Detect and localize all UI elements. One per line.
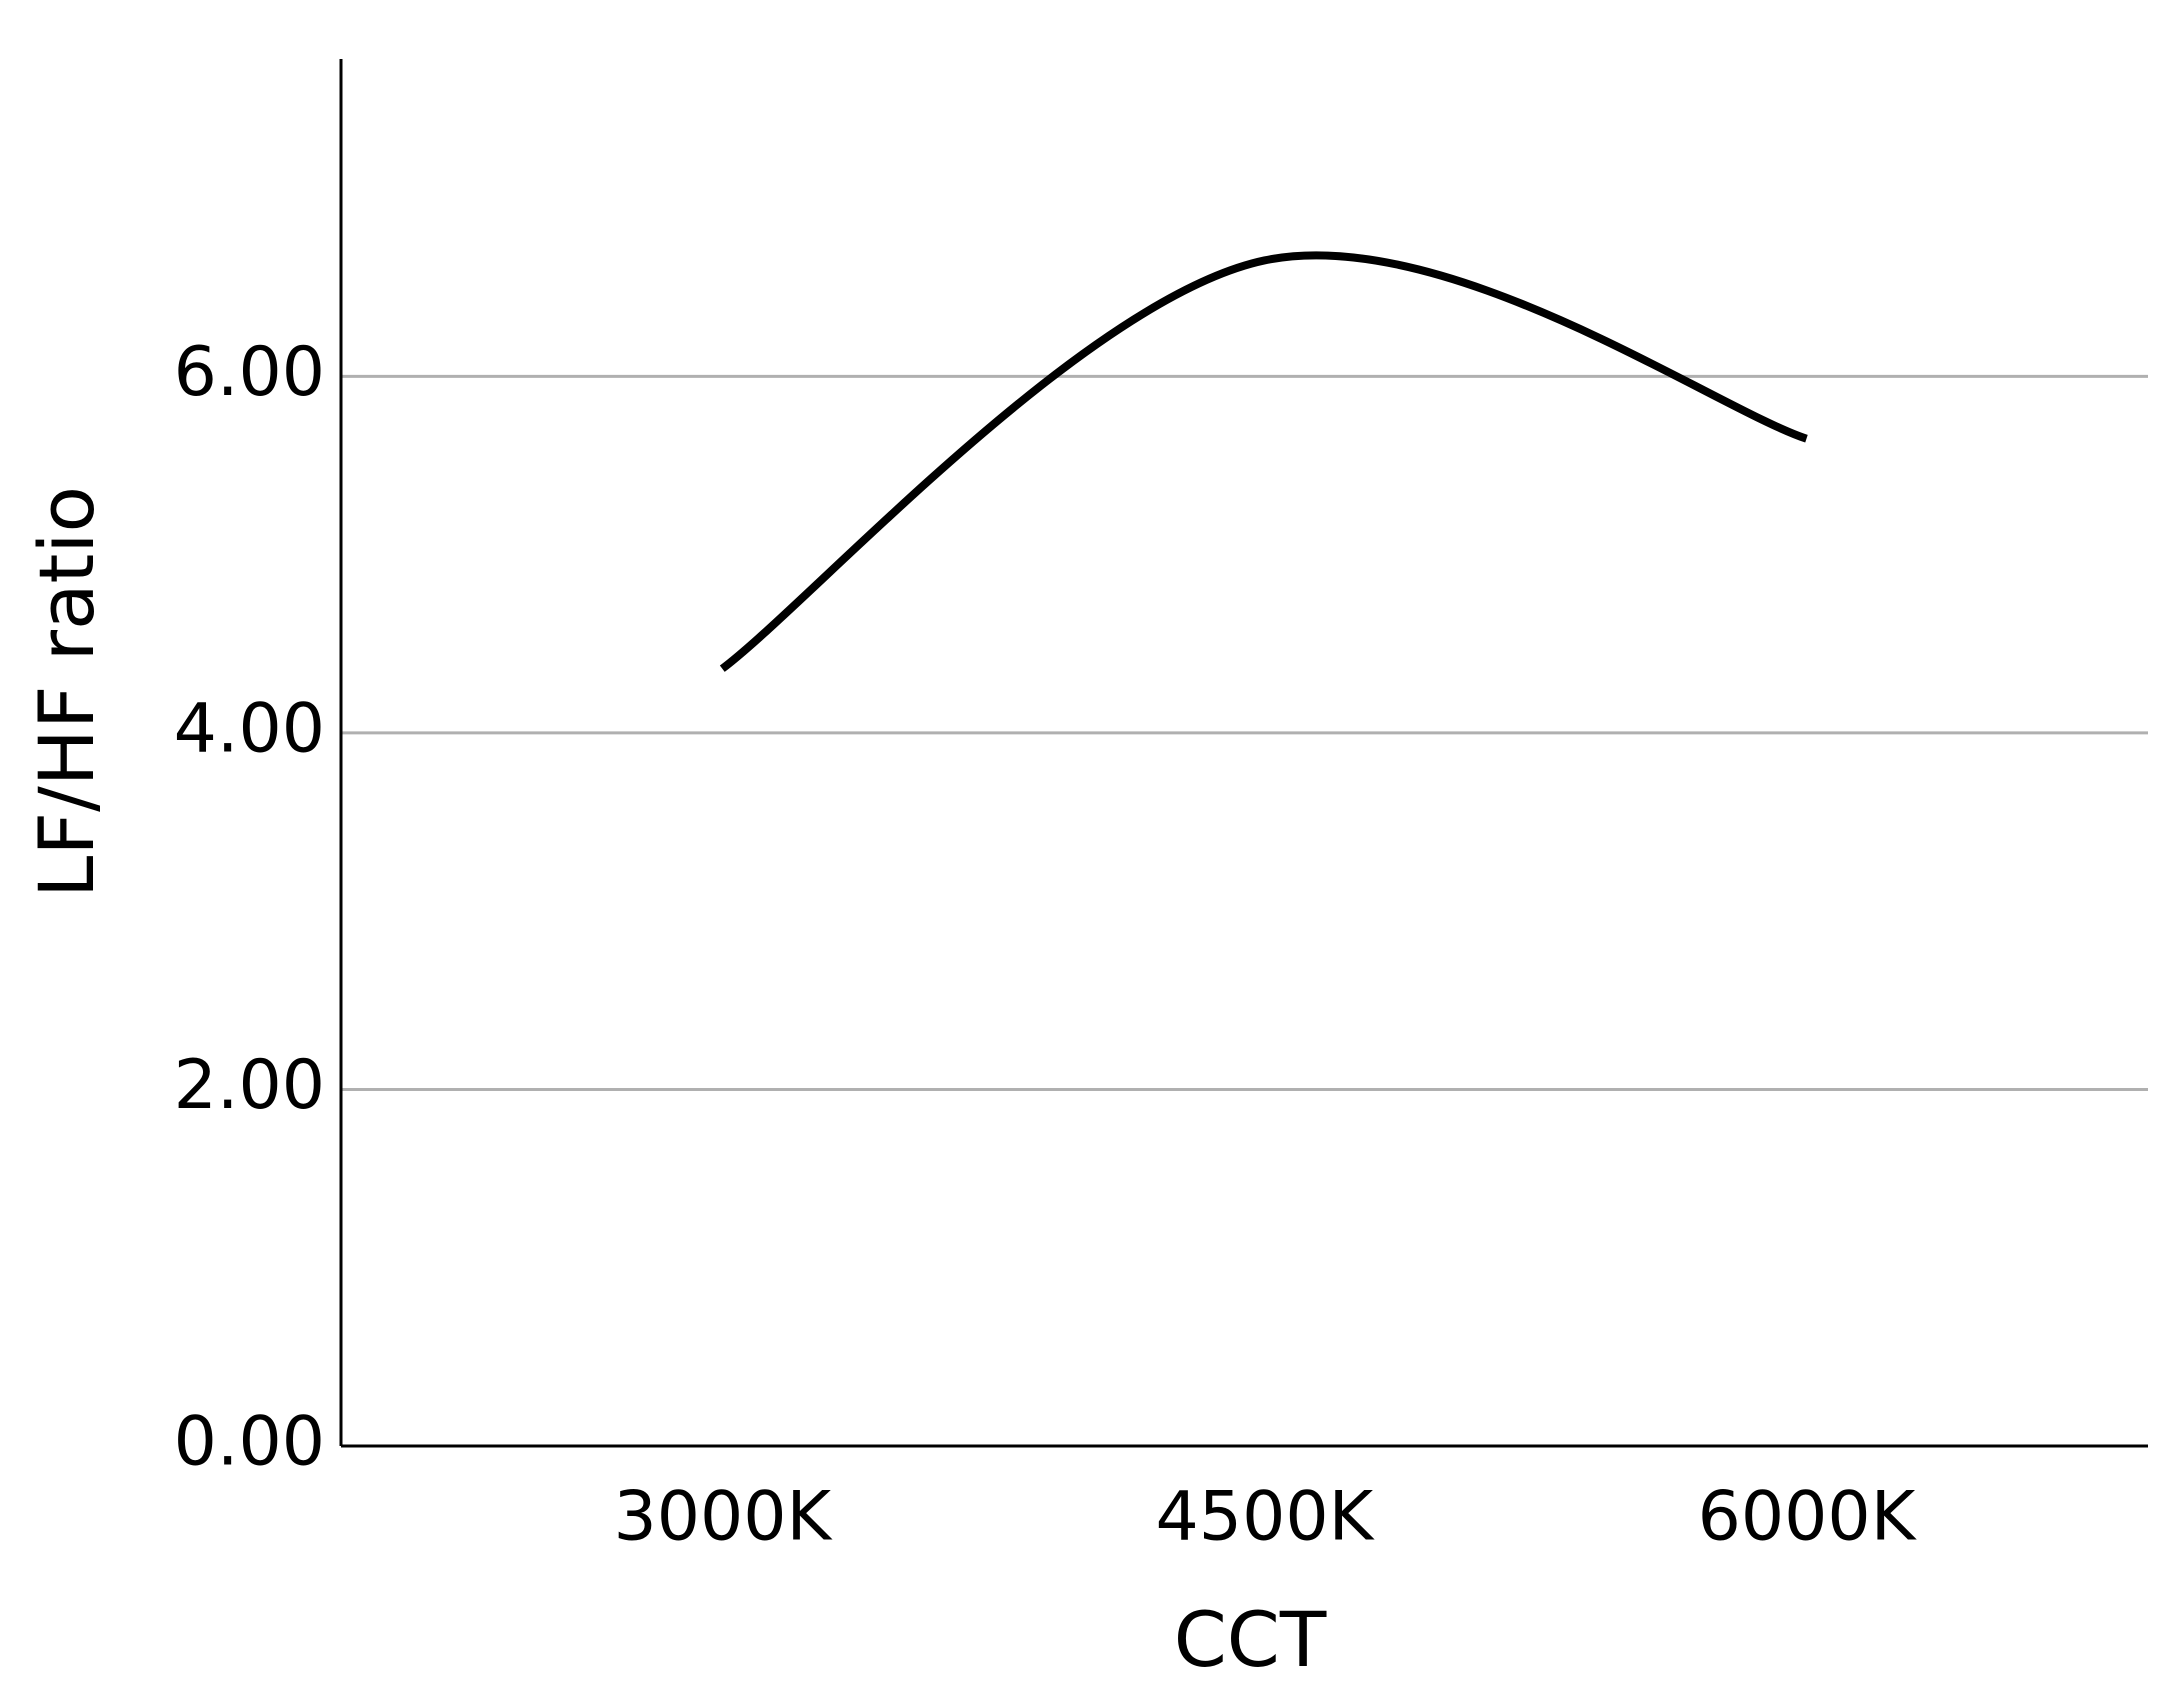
x-tick-label: 6000K [1698,1478,1918,1557]
y-axis-title: LF/HF ratio [22,486,111,898]
x-tick-label: 3000K [613,1478,833,1557]
x-tick-label: 4500K [1156,1478,1376,1557]
data-line [719,251,1808,672]
y-tick-label: 2.00 [174,1046,325,1125]
y-tick-label: 4.00 [174,689,325,768]
x-axis-title: CCT [1174,1595,1327,1684]
y-tick-label: 0.00 [174,1403,325,1482]
y-tick-label: 6.00 [174,333,325,412]
